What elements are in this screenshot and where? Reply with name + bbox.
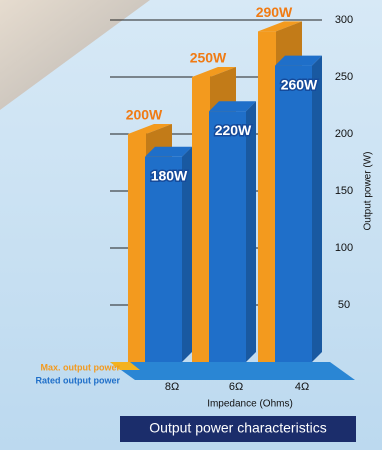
- chart-title: Output power characteristics: [149, 420, 326, 436]
- value-label: 260W: [281, 76, 318, 92]
- y-tick-label: 100: [335, 242, 353, 254]
- bar-side: [312, 55, 322, 362]
- bar-side: [246, 101, 256, 362]
- y-tick-label: 50: [338, 299, 350, 311]
- bar-top: [209, 101, 256, 112]
- bar-top: [145, 146, 192, 157]
- background-wedge: [0, 0, 150, 110]
- bar: [192, 77, 210, 362]
- y-axis-label: Output power (W): [363, 152, 374, 231]
- title-box: [120, 416, 356, 442]
- legend-label: Max. output power: [41, 362, 121, 372]
- x-axis-label: Impedance (Ohms): [207, 399, 293, 410]
- bar: [209, 111, 246, 362]
- value-label: 200W: [126, 107, 163, 123]
- bar-top: [258, 21, 302, 32]
- bar: [258, 31, 276, 363]
- bar-side: [182, 146, 192, 362]
- bar-top: [275, 55, 322, 66]
- value-label: 290W: [256, 4, 293, 20]
- x-tick-label: 8Ω: [165, 381, 179, 393]
- bar-top: [128, 124, 172, 134]
- y-tick-label: 250: [335, 71, 353, 83]
- bar: [128, 134, 146, 362]
- x-tick-label: 4Ω: [295, 381, 309, 393]
- value-label: 250W: [190, 50, 227, 66]
- floor: [110, 362, 355, 380]
- y-tick-label: 300: [335, 14, 353, 26]
- bar: [145, 156, 182, 362]
- bar-top: [192, 67, 236, 77]
- legend-label: Rated output power: [36, 375, 121, 385]
- y-tick-label: 200: [335, 128, 353, 140]
- value-label: 220W: [215, 122, 252, 138]
- x-tick-label: 6Ω: [229, 381, 243, 393]
- bar: [275, 65, 312, 362]
- value-label: 180W: [151, 168, 188, 184]
- y-tick-label: 150: [335, 185, 353, 197]
